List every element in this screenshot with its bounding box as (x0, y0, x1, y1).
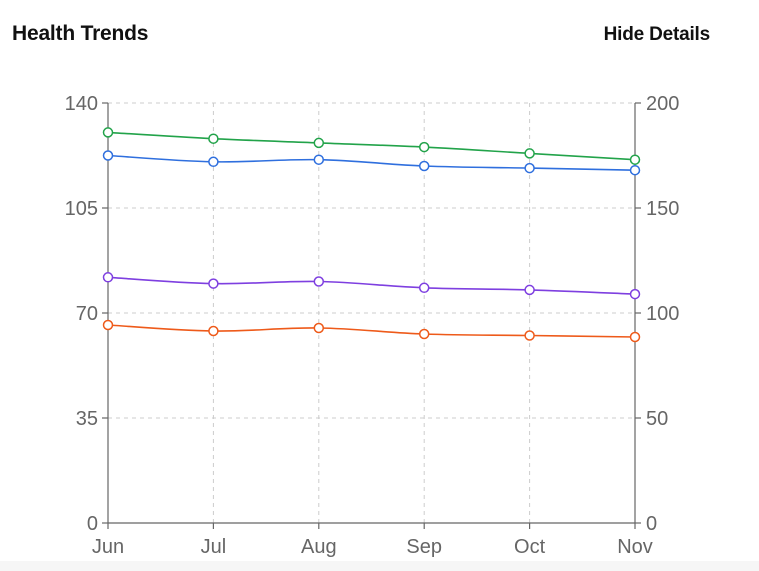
data-point (524, 162, 535, 174)
data-point (629, 288, 641, 300)
data-point (208, 325, 219, 337)
data-point (102, 319, 114, 331)
x-axis-tick-label: Jul (201, 536, 227, 558)
series-line (107, 131, 636, 161)
data-point (208, 278, 219, 289)
data-point (524, 148, 535, 159)
x-axis-tick-label: Oct (514, 536, 546, 558)
series-line (107, 324, 636, 338)
left-axis-tick-label: 140 (65, 93, 98, 115)
data-point (208, 133, 219, 144)
x-axis-tick-label: Sep (406, 536, 442, 558)
data-point (102, 272, 114, 283)
x-axis-tick-label: Nov (617, 536, 653, 558)
left-axis-tick-label: 70 (76, 303, 98, 325)
data-point (102, 150, 114, 161)
data-point (629, 164, 641, 176)
data-point (524, 330, 535, 341)
data-point (313, 154, 325, 165)
data-point (313, 276, 325, 287)
data-point (313, 137, 325, 149)
data-point (629, 154, 641, 165)
right-axis-tick-label: 150 (646, 198, 679, 220)
x-axis-tick-label: Jun (92, 536, 124, 558)
data-point (418, 141, 430, 153)
data-point (208, 156, 219, 168)
left-axis-tick-label: 0 (87, 513, 98, 535)
data-point (524, 284, 535, 296)
left-axis-tick-label: 35 (76, 408, 98, 430)
data-point (629, 331, 641, 343)
footer-strip (0, 561, 759, 571)
right-axis-tick-label: 50 (646, 408, 668, 430)
series-line (107, 276, 636, 295)
data-point (418, 282, 430, 294)
right-axis-tick-label: 0 (646, 513, 657, 535)
data-point (418, 160, 430, 172)
x-axis-tick-label: Aug (301, 536, 337, 558)
data-point (418, 328, 430, 340)
data-point (102, 127, 114, 138)
left-axis-tick-label: 105 (65, 198, 98, 220)
right-axis-tick-label: 100 (646, 303, 679, 325)
data-point (313, 322, 325, 334)
series-line (107, 154, 636, 171)
hide-details-button[interactable]: Hide Details (603, 24, 711, 45)
right-axis-tick-label: 200 (646, 93, 679, 115)
chart-title: Health Trends (12, 22, 149, 45)
